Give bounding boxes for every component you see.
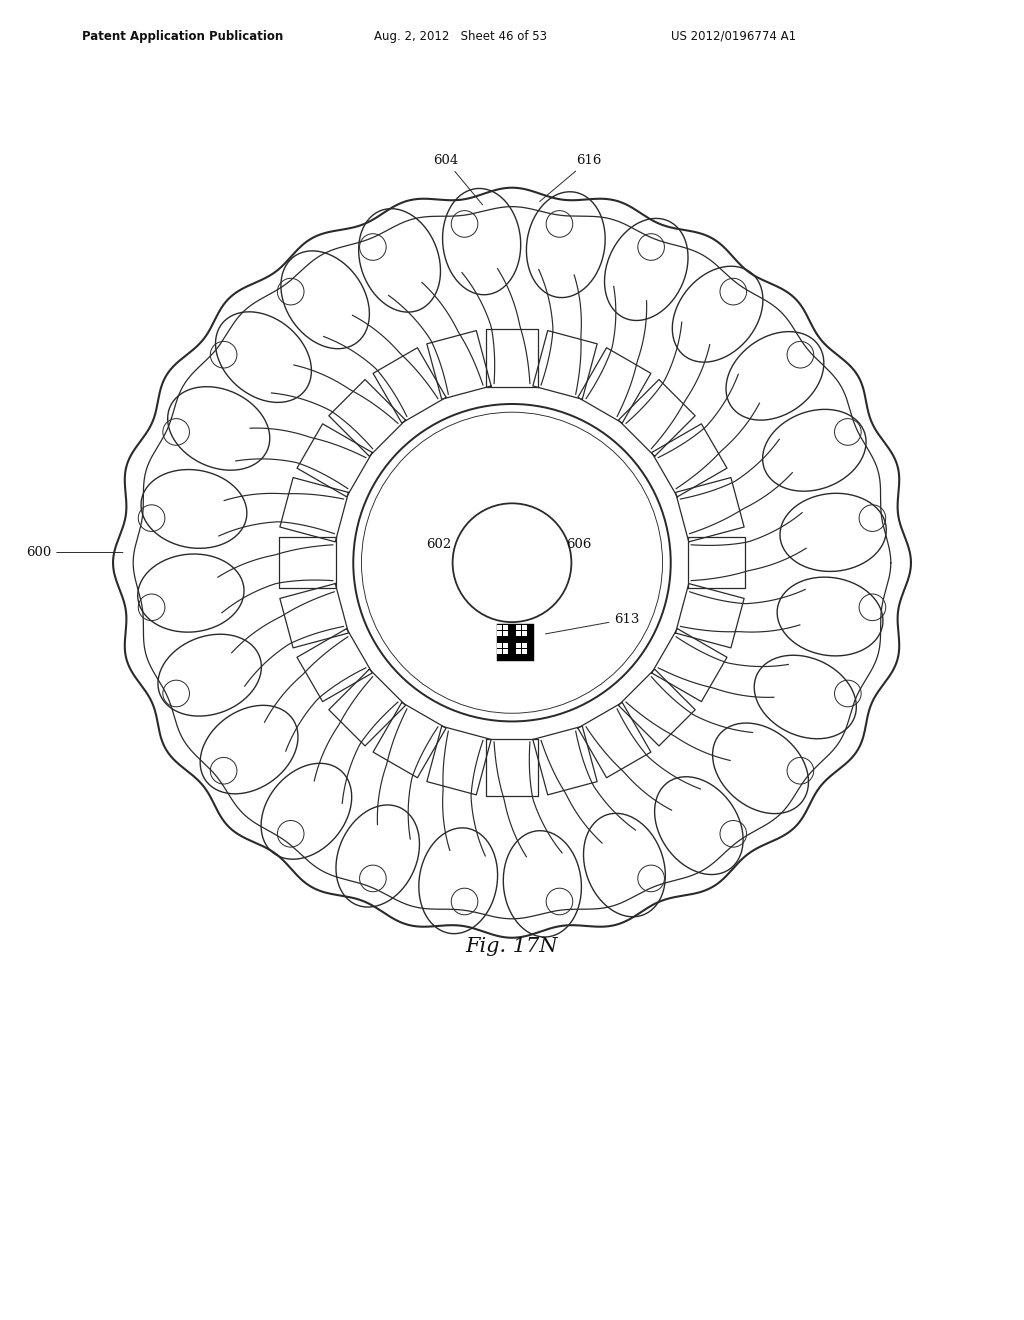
Text: Aug. 2, 2012   Sheet 46 of 53: Aug. 2, 2012 Sheet 46 of 53	[374, 29, 547, 42]
Bar	[521, 649, 527, 655]
Bar	[497, 631, 503, 636]
Bar	[515, 631, 521, 636]
Text: Fig. 17N: Fig. 17N	[466, 937, 558, 956]
Text: 602: 602	[426, 537, 451, 550]
Bar	[497, 643, 503, 648]
Text: 616: 616	[540, 153, 601, 202]
Bar	[497, 624, 534, 661]
Text: 604: 604	[433, 153, 482, 205]
Bar	[503, 624, 509, 630]
Bar	[503, 631, 509, 636]
Bar	[515, 624, 521, 630]
Bar	[503, 649, 509, 655]
Bar	[521, 624, 527, 630]
Text: 613: 613	[546, 612, 640, 634]
Text: Patent Application Publication: Patent Application Publication	[82, 29, 284, 42]
Bar	[515, 649, 521, 655]
Bar	[515, 643, 521, 648]
Bar	[503, 643, 509, 648]
Text: 600: 600	[26, 546, 123, 558]
Bar	[497, 624, 503, 630]
Bar	[521, 631, 527, 636]
Bar	[497, 649, 503, 655]
Text: 606: 606	[566, 537, 591, 550]
Bar	[521, 643, 527, 648]
Text: US 2012/0196774 A1: US 2012/0196774 A1	[671, 29, 796, 42]
